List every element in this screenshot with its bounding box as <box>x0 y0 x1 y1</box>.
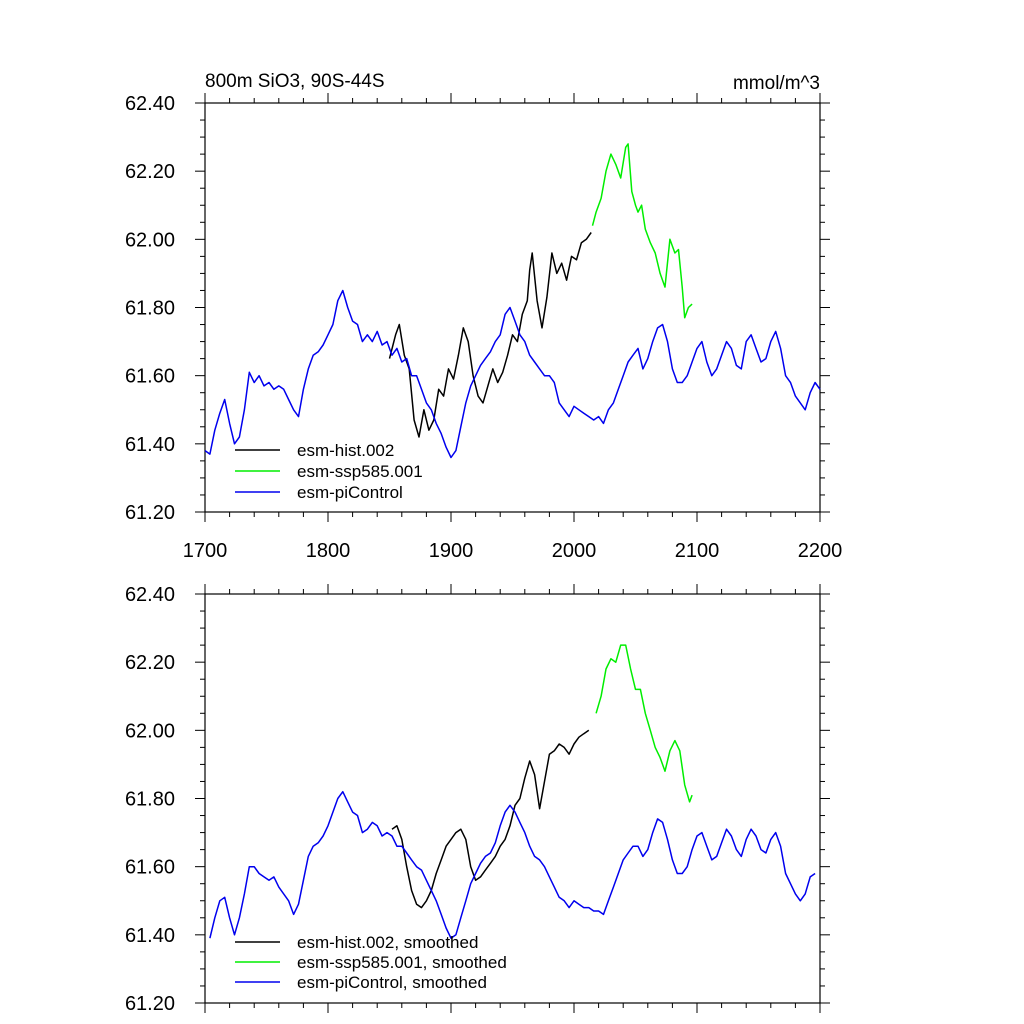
y-tick-label: 62.20 <box>125 161 175 183</box>
x-tick-label: 1900 <box>429 540 474 562</box>
series-line-3 <box>204 289 821 459</box>
y-tick-label: 62.40 <box>125 584 175 606</box>
y-tick-label: 62.00 <box>125 720 175 742</box>
series-line-2 <box>595 644 693 803</box>
legend-label: esm-hist.002 <box>297 441 394 460</box>
legend-label: esm-hist.002, smoothed <box>297 933 478 952</box>
chart-title: 800m SiO3, 90S-44S <box>205 71 385 92</box>
y-tick-label: 62.00 <box>125 229 175 251</box>
chart-panel-2: 61.20 61.40 61.60 61.80 62.00 62.20 62.40 esm-h… <box>125 584 830 1015</box>
series-line-2 <box>591 143 693 319</box>
y-tick-label: 61.40 <box>125 925 175 947</box>
legend-label: esm-ssp585.001, smoothed <box>297 953 507 972</box>
x-tick-label: 1800 <box>306 540 351 562</box>
y-tick-label: 61.80 <box>125 298 175 320</box>
x-tick-label: 2200 <box>798 540 843 562</box>
y-tick-label: 61.20 <box>125 502 175 524</box>
y-tick-label: 61.20 <box>125 993 175 1015</box>
y-tick-label: 62.40 <box>125 93 175 115</box>
legend-label: esm-piControl, smoothed <box>297 973 487 992</box>
y-tick-label: 61.40 <box>125 434 175 456</box>
legend-label: esm-piControl <box>297 483 403 502</box>
series-line-3 <box>209 790 816 939</box>
units-label: mmol/m^3 <box>733 73 820 94</box>
y-tick-label: 61.60 <box>125 857 175 879</box>
legend-label: esm-ssp585.001 <box>297 462 423 481</box>
x-tick-label: 2000 <box>552 540 597 562</box>
y-tick-label: 61.60 <box>125 366 175 388</box>
x-tick-label: 1700 <box>183 540 228 562</box>
y-tick-label: 62.20 <box>125 652 175 674</box>
series-line-1 <box>388 232 592 438</box>
y-tick-label: 61.80 <box>125 789 175 811</box>
chart-panel-1: 61.20 61.40 61.60 61.80 62.00 62.20 62.40 1700 1… <box>125 71 842 562</box>
series-line-1 <box>391 729 590 909</box>
x-tick-label: 2100 <box>675 540 720 562</box>
